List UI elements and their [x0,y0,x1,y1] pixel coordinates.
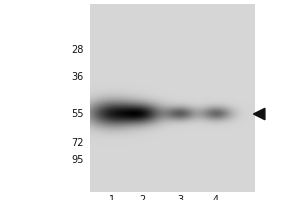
Text: 55: 55 [71,109,84,119]
Text: 3: 3 [177,195,183,200]
Text: 95: 95 [72,155,84,165]
Text: 1: 1 [110,195,116,200]
Text: 36: 36 [72,72,84,82]
Polygon shape [254,108,265,120]
Text: 4: 4 [213,195,219,200]
Text: 72: 72 [71,138,84,148]
Text: 28: 28 [72,45,84,55]
Text: 2: 2 [140,195,146,200]
